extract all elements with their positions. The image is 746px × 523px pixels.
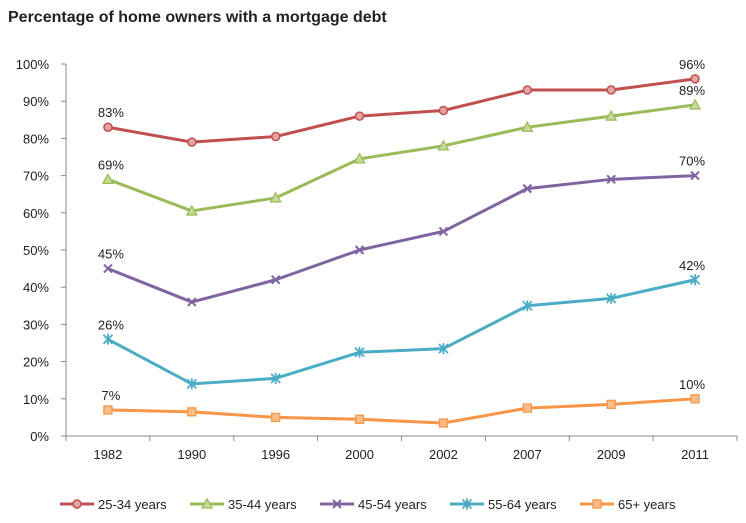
y-tick-label: 20% [23,355,49,370]
y-tick-label: 90% [23,94,49,109]
data-point-25-34-years [606,85,616,95]
data-label-55-64-years: 42% [679,258,705,273]
x-tick-label: 2002 [429,447,458,462]
x-tick-label: 2011 [681,447,709,462]
legend-marker-65-years [592,499,602,509]
data-point-45-54-years [103,263,113,274]
data-point-45-54-years [187,297,197,307]
legend-label-35-44-years: 35-44 years [228,497,297,512]
data-label-35-44-years: 69% [98,157,124,172]
y-tick-label: 30% [23,317,49,332]
data-point-45-54-years [522,183,533,194]
data-label-25-34-years: 96% [679,57,705,72]
data-point-55-64-years [606,292,617,304]
data-point-35-44-years [521,120,534,132]
data-point-25-34-years [354,111,365,121]
data-point-35-44-years [605,109,618,121]
data-point-35-44-years [353,152,366,164]
series-line-35-44-years [107,103,696,213]
data-point-35-44-years [688,98,702,110]
data-point-45-54-years [270,275,281,285]
data-point-65-years [690,394,700,404]
data-point-35-44-years [185,204,198,216]
series-line-55-64-years [107,278,696,386]
legend-marker-35-44-years [200,497,214,509]
x-tick-label: 1996 [261,447,290,462]
data-point-25-34-years [690,74,700,84]
data-label-65-years: 10% [679,377,705,392]
y-tick-label: 50% [23,243,49,258]
y-tick-label: 70% [23,169,49,184]
data-point-35-44-years [101,172,115,184]
data-point-65-years [438,418,449,428]
data-point-65-years [522,403,532,413]
y-tick-label: 10% [23,392,49,407]
data-point-55-64-years [270,372,281,384]
data-label-45-54-years: 45% [98,247,124,262]
legend-label-45-54-years: 45-54 years [358,497,427,512]
x-tick-label: 2009 [597,447,626,462]
y-tick-label: 40% [23,280,49,295]
series-line-25-34-years [107,77,696,144]
data-point-45-54-years [354,245,365,255]
data-point-65-years [103,405,113,415]
data-point-25-34-years [522,85,533,95]
data-point-65-years [187,407,197,417]
legend-marker-45-54-years [332,499,342,509]
data-point-35-44-years [437,139,450,151]
data-point-45-54-years [438,226,449,237]
x-tick-label: 2000 [345,447,374,462]
data-label-25-34-years: 83% [98,105,124,120]
x-tick-label: 1990 [177,447,206,462]
data-point-55-64-years [689,274,701,286]
data-label-45-54-years: 70% [679,154,705,169]
series-line-65-years [107,397,696,425]
y-tick-label: 60% [23,206,49,221]
data-point-55-64-years [438,343,449,355]
data-label-65-years: 7% [102,388,121,403]
chart-title: Percentage of home owners with a mortgag… [8,9,387,26]
data-point-65-years [271,412,281,423]
legend-marker-55-64-years [461,498,473,510]
data-point-25-34-years [103,122,113,132]
data-label-35-44-years: 89% [679,83,705,98]
x-tick-label: 2007 [513,447,542,462]
data-point-65-years [354,414,365,424]
data-point-55-64-years [102,333,114,345]
y-tick-label: 0% [30,429,49,444]
data-point-55-64-years [354,346,365,358]
data-point-65-years [606,399,616,410]
legend-label-65-years: 65+ years [618,497,676,512]
y-tick-label: 100% [16,57,50,72]
legend-marker-25-34-years [72,499,82,509]
data-point-45-54-years [606,174,616,185]
data-point-55-64-years [522,300,533,312]
x-tick-label: 1982 [93,447,122,462]
series-line-45-54-years [107,174,696,304]
data-point-25-34-years [187,137,197,147]
data-point-45-54-years [690,170,700,181]
data-point-25-34-years [438,105,449,116]
legend-label-25-34-years: 25-34 years [98,497,167,512]
y-tick-label: 80% [23,131,49,146]
legend-label-55-64-years: 55-64 years [488,497,557,512]
data-point-35-44-years [269,191,282,203]
data-label-55-64-years: 26% [98,317,124,332]
data-point-55-64-years [186,378,197,390]
data-point-25-34-years [270,131,281,142]
